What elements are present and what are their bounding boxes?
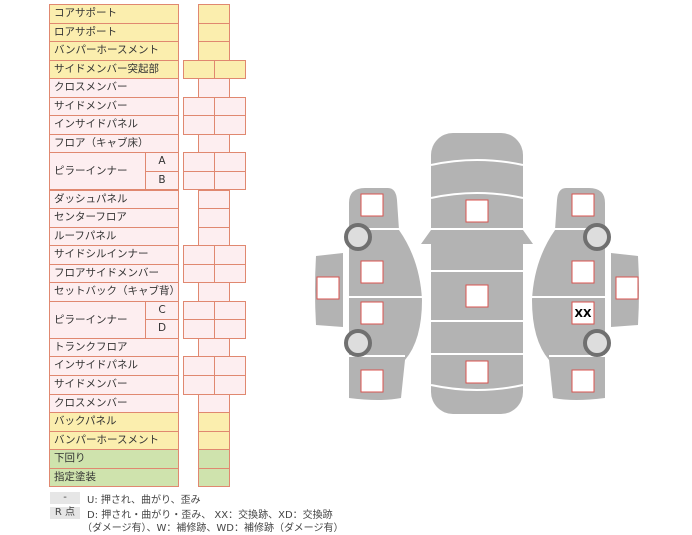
row-label: クロスメンバー: [49, 78, 179, 98]
wheel-icon: [583, 329, 611, 357]
arrow-right: [523, 230, 533, 244]
row-label: バックパネル: [49, 412, 179, 432]
row-label: バンパーホースメント: [49, 430, 179, 451]
arrow-left: [421, 230, 431, 244]
damage-mark-box[interactable]: [360, 301, 384, 325]
damage-mark-box[interactable]: [571, 260, 595, 284]
damage-mark-box[interactable]: [465, 360, 489, 384]
row-label: バンパーホースメント: [49, 41, 179, 61]
row-label: フロアサイドメンバー: [49, 263, 179, 284]
check-cell-right[interactable]: [214, 115, 246, 135]
row-label: フロア（キャブ床）: [49, 133, 179, 154]
row-label: センターフロア: [49, 208, 179, 228]
check-cell-right[interactable]: [214, 59, 246, 80]
row-label: クロスメンバー: [49, 393, 179, 414]
sub-label: C: [145, 300, 179, 321]
row-label: サイドメンバー突起部: [49, 59, 179, 80]
legend-text-u: U: 押され、曲がり、歪み: [87, 495, 201, 506]
row-label: サイドシルインナー: [49, 245, 179, 265]
car-right-side: [532, 188, 605, 400]
row-label: サイドメンバー: [49, 96, 179, 117]
row-label: インサイドパネル: [49, 115, 179, 135]
damage-mark-box[interactable]: [571, 301, 595, 325]
damage-mark-box[interactable]: [615, 276, 639, 300]
damage-mark-box[interactable]: [465, 284, 489, 308]
damage-mark-box[interactable]: [571, 369, 595, 393]
legend-key-r: R 点: [50, 507, 80, 519]
row-label: 指定塗装: [49, 467, 179, 488]
damage-mark-box[interactable]: [571, 193, 595, 217]
row-label: ピラーインナー: [49, 152, 146, 191]
damage-mark-text: XX: [575, 307, 592, 320]
wheel-icon: [344, 223, 372, 251]
legend-key-dash: -: [50, 492, 80, 504]
legend-text-d-cont: （ダメージ有）、W：補修跡、WD：補修跡（ダメージ有）: [82, 523, 344, 534]
row-label: ピラーインナー: [49, 300, 146, 339]
damage-mark-box[interactable]: [465, 199, 489, 223]
damage-mark-box[interactable]: [360, 369, 384, 393]
check-cell-right[interactable]: [214, 375, 246, 395]
check-cell-right[interactable]: [214, 263, 246, 284]
legend-text-d: D: 押され・曲がり・歪み、 XX：交換跡、XD：交換跡: [87, 510, 333, 521]
damage-mark-box[interactable]: [316, 276, 340, 300]
check-cell-right[interactable]: [214, 319, 246, 339]
car-left-side: [349, 188, 422, 400]
damage-mark-box[interactable]: [360, 193, 384, 217]
check-cell-right[interactable]: [214, 170, 246, 191]
sub-label: A: [145, 152, 179, 172]
wheel-icon: [583, 223, 611, 251]
wheel-icon: [344, 329, 372, 357]
damage-mark-box[interactable]: [360, 260, 384, 284]
check-cell[interactable]: [198, 467, 230, 488]
car-top-view: [431, 133, 523, 414]
